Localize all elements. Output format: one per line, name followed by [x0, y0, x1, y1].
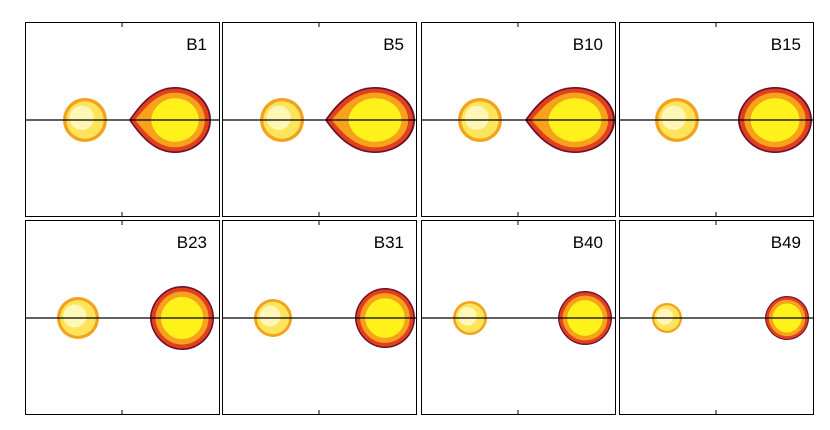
panel: B1 [25, 22, 220, 217]
panel: B15 [619, 22, 814, 217]
panel-label: B10 [573, 35, 603, 54]
left-drop-layer [266, 105, 291, 130]
panel-label: B15 [771, 35, 801, 54]
panel-label: B5 [383, 35, 404, 54]
panel-label: B31 [374, 233, 404, 252]
left-drop-layer [63, 304, 87, 328]
panel-label: B23 [177, 233, 207, 252]
left-drop-layer [656, 308, 673, 325]
left-drop-layer [458, 306, 477, 326]
panel: B40 [421, 220, 616, 415]
panel: B23 [25, 220, 220, 415]
panel: B5 [222, 22, 417, 217]
panel-label: B49 [771, 233, 801, 252]
left-drop-layer [259, 305, 281, 327]
panel: B31 [222, 220, 417, 415]
left-drop-layer [69, 105, 94, 130]
panel: B10 [421, 22, 616, 217]
panel: B49 [619, 220, 814, 415]
left-drop-layer [661, 105, 686, 130]
panel-label: B1 [186, 35, 207, 54]
left-drop-layer [464, 105, 489, 130]
panel-label: B40 [573, 233, 603, 252]
